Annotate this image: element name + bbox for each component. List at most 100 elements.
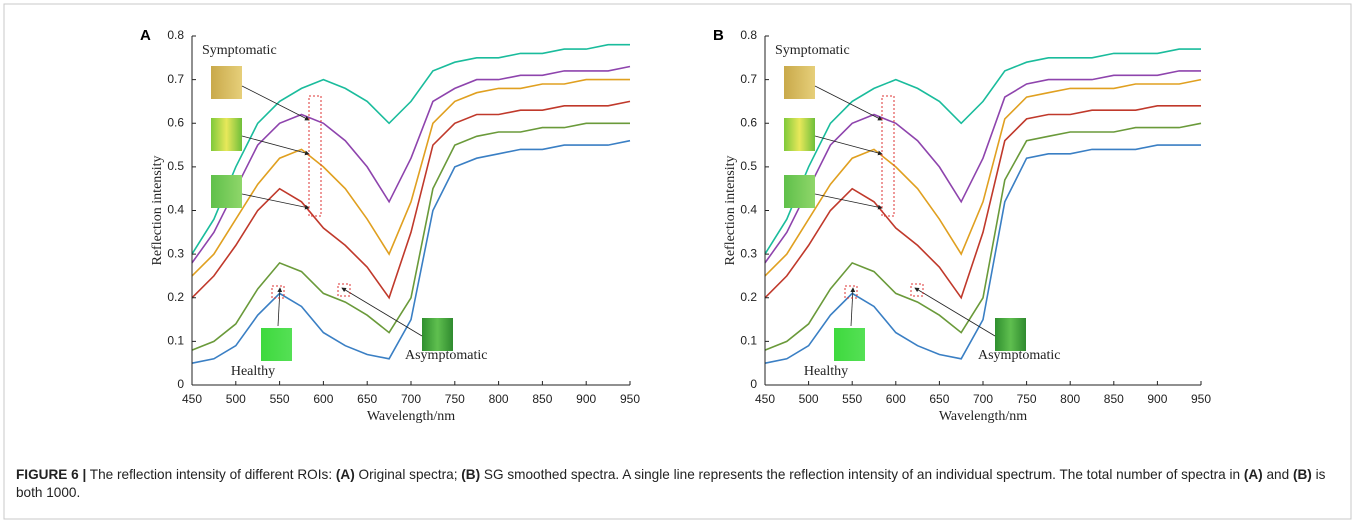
y-tick-label: 0.3 (740, 246, 757, 260)
y-tick-label: 0.6 (167, 115, 184, 129)
x-tick-label: 950 (620, 392, 640, 406)
annotation: Symptomatic (202, 43, 277, 58)
roi-box (844, 285, 858, 299)
x-tick-label: 700 (401, 392, 421, 406)
y-tick-label: 0.8 (740, 28, 757, 42)
y-tick-label: 0.2 (740, 290, 757, 304)
y-tick-label: 0.3 (167, 246, 184, 260)
y-tick-label: 0.8 (167, 28, 184, 42)
arrow (914, 287, 996, 337)
annotation: Asymptomatic (405, 348, 487, 363)
spectrum-line (191, 139, 631, 364)
x-axis-label: Wavelength/nm (367, 409, 455, 424)
y-tick-label: 0.4 (167, 203, 184, 217)
spectrum-line (191, 78, 630, 277)
roi-thumbnail (211, 118, 242, 151)
caption-text: FIGURE 6 | (16, 467, 87, 482)
arrow (850, 287, 856, 327)
caption-text: and (1262, 467, 1293, 482)
caption-text: (A) (1243, 467, 1263, 482)
y-tick-label: 0.7 (167, 72, 184, 86)
arrow (814, 193, 883, 210)
spectrum-line (764, 48, 1201, 255)
x-tick-label: 600 (313, 392, 333, 406)
roi-thumbnail (995, 318, 1026, 351)
x-tick-label: 550 (270, 392, 290, 406)
caption-text: (A) (335, 467, 355, 482)
y-tick-label: 0.5 (740, 159, 757, 173)
y-tick-label: 0 (177, 377, 184, 391)
x-tick-label: 450 (182, 392, 202, 406)
roi-thumbnail (211, 175, 242, 208)
y-tick-label: 0.2 (167, 290, 184, 304)
roi-thumbnail (211, 66, 242, 99)
y-tick-label: 0.1 (740, 334, 757, 348)
roi-box (337, 283, 351, 297)
roi-thumbnail (784, 175, 815, 208)
x-tick-label: 600 (886, 392, 906, 406)
roi-box (910, 283, 924, 297)
x-tick-label: 650 (357, 392, 377, 406)
y-tick-label: 0.1 (167, 334, 184, 348)
annotation: Symptomatic (775, 43, 850, 58)
x-tick-label: 700 (973, 392, 993, 406)
roi-box (881, 95, 895, 217)
roi-box (308, 95, 322, 217)
y-axis-label: Reflection intensity (150, 155, 165, 265)
caption-text: is both 1000. (16, 467, 1330, 500)
x-tick-label: 550 (842, 392, 862, 406)
y-tick-label: 0.4 (740, 203, 757, 217)
caption-text: (B) (1292, 467, 1312, 482)
roi-box (271, 285, 285, 299)
x-tick-label: 950 (1191, 392, 1211, 406)
arrow (341, 287, 423, 337)
y-axis-label: Reflection intensity (723, 155, 738, 265)
caption-text: (B) (461, 467, 481, 482)
arrow (241, 193, 310, 210)
roi-thumbnail (422, 318, 453, 351)
spectrum-line (764, 144, 1201, 364)
arrow (814, 85, 883, 121)
roi-thumbnail (261, 328, 292, 361)
x-tick-label: 850 (1104, 392, 1124, 406)
spectrum-line (191, 122, 630, 351)
spectrum-line (764, 122, 1202, 351)
spectrum-line (191, 100, 631, 300)
spectrum-line (191, 65, 631, 264)
annotation: Healthy (231, 364, 275, 379)
caption-text: Original spectra; (354, 467, 462, 482)
y-tick-label: 0.6 (740, 115, 757, 129)
x-tick-label: 800 (489, 392, 509, 406)
x-tick-label: 900 (1147, 392, 1167, 406)
x-tick-label: 500 (226, 392, 246, 406)
roi-thumbnail (784, 66, 815, 99)
arrow (241, 85, 310, 121)
annotation: Asymptomatic (978, 348, 1060, 363)
annotation: Healthy (804, 364, 848, 379)
caption-text: SG smoothed spectra. A single line repre… (480, 467, 1244, 482)
spectrum-line (764, 70, 1201, 264)
x-tick-label: 850 (532, 392, 552, 406)
arrow (277, 287, 283, 327)
x-tick-label: 750 (1017, 392, 1037, 406)
x-tick-label: 500 (799, 392, 819, 406)
y-tick-label: 0 (750, 377, 757, 391)
arrow (814, 135, 883, 156)
panel-label: B (713, 27, 724, 44)
arrow (241, 135, 310, 156)
x-tick-label: 450 (755, 392, 775, 406)
spectrum-line (764, 105, 1201, 300)
caption: FIGURE 6 | The reflection intensity of d… (16, 466, 1336, 502)
spectrum-line (191, 43, 630, 255)
figure-border (3, 3, 1352, 520)
x-tick-label: 650 (929, 392, 949, 406)
spectrum-line (764, 78, 1202, 277)
roi-thumbnail (834, 328, 865, 361)
y-tick-label: 0.5 (167, 159, 184, 173)
caption-text: The reflection intensity of different RO… (86, 467, 336, 482)
x-tick-label: 750 (445, 392, 465, 406)
x-tick-label: 900 (576, 392, 596, 406)
x-tick-label: 800 (1060, 392, 1080, 406)
